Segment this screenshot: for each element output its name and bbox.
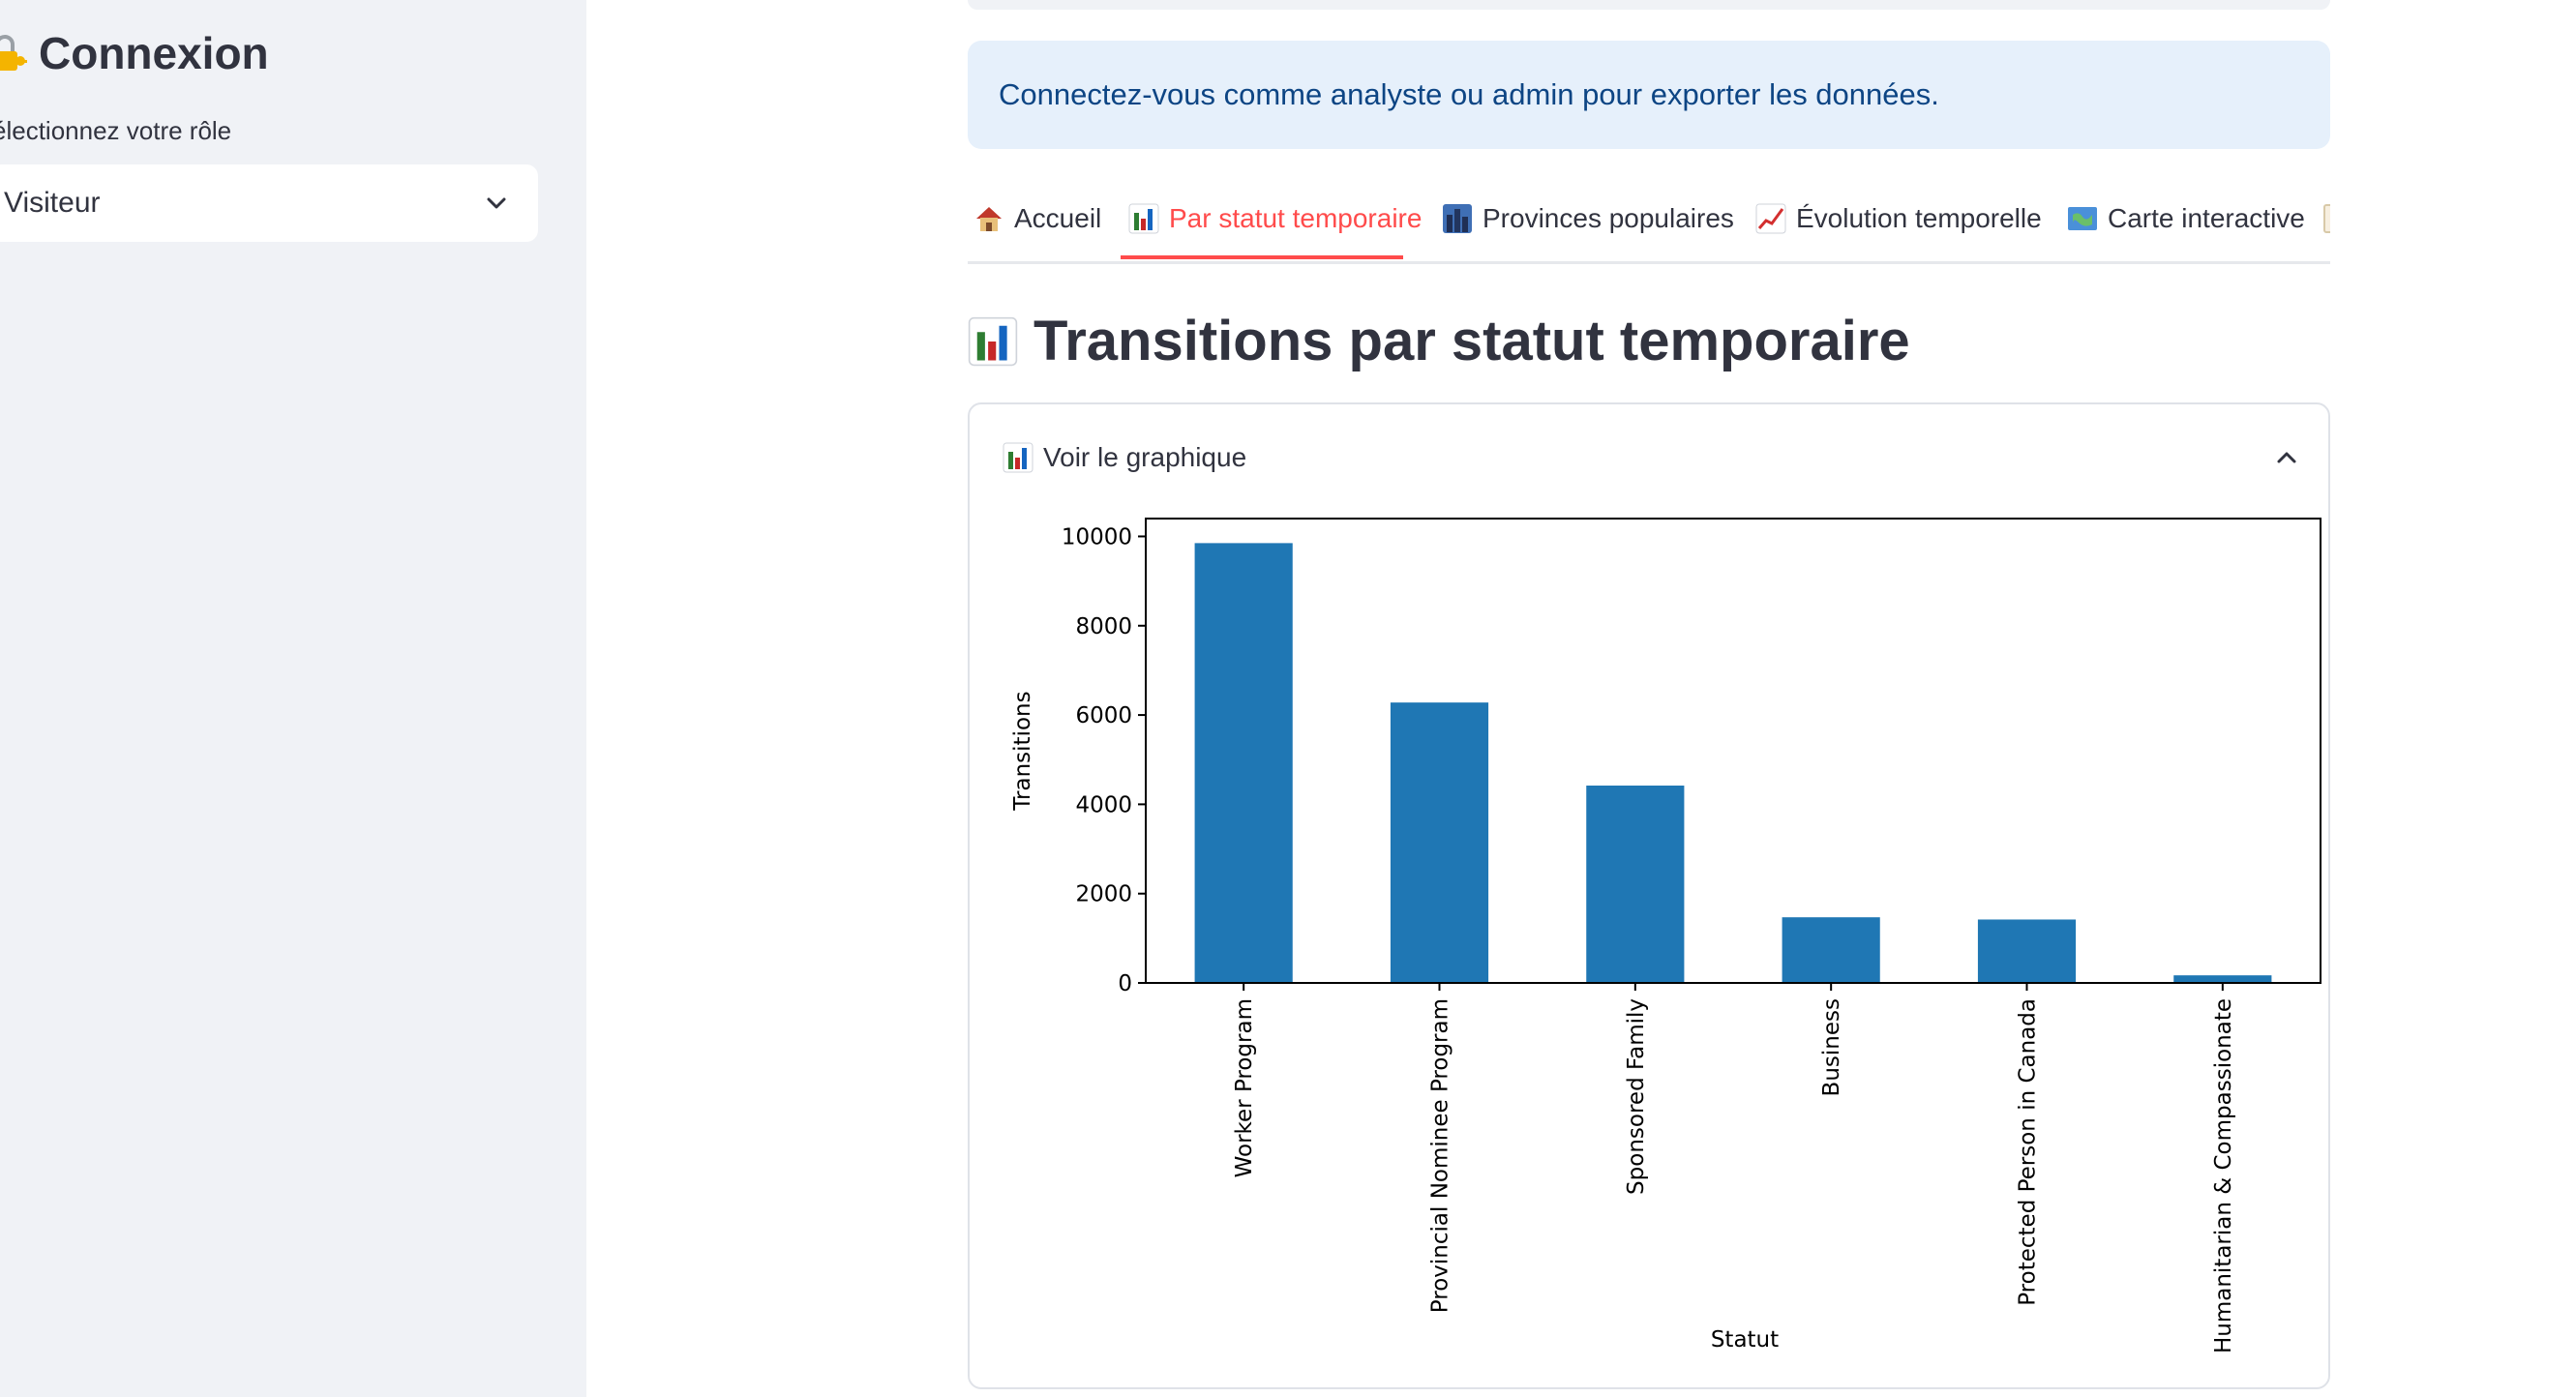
tab-par-statut-temporaire[interactable]: Par statut temporaire <box>1128 190 1422 248</box>
x-tick-label: Business <box>1819 998 1844 1096</box>
tab-label: Provinces populaires <box>1483 203 1734 233</box>
tab-label: Accueil <box>1014 203 1102 233</box>
x-tick-label: Provincial Nominee Program <box>1428 998 1453 1313</box>
expander-header[interactable]: Voir le graphique <box>1003 433 2299 482</box>
y-tick-label: 6000 <box>1075 703 1132 728</box>
x-tick-label: Protected Person in Canada <box>2016 998 2041 1306</box>
sidebar-title: Connexion <box>0 21 269 85</box>
info-alert: Connectez-vous comme analyste ou admin p… <box>968 41 2330 149</box>
chart-bar <box>1977 919 2077 983</box>
role-select-value: Visiteur <box>4 187 101 219</box>
chart-bar <box>1194 543 1293 983</box>
tab-accueil[interactable]: Accueil <box>973 190 1101 248</box>
chevron-down-icon <box>484 191 509 216</box>
chart-bar <box>1782 917 1880 983</box>
bar-chart-icon <box>1128 203 1159 234</box>
tab-evolution-temporelle[interactable]: Évolution temporelle <box>1755 190 2042 248</box>
chart-bar <box>1586 786 1685 983</box>
map-icon <box>2067 203 2098 234</box>
y-tick-label: 0 <box>1118 971 1132 996</box>
tab-carte-interactive[interactable]: Carte interactive <box>2067 190 2305 248</box>
chart-bar <box>1390 702 1489 983</box>
active-tab-indicator <box>1121 255 1403 259</box>
y-axis-label: Transitions <box>1010 691 1035 811</box>
expander-label: Voir le graphique <box>1043 442 1247 472</box>
bar-chart: 0 2000 4000 6000 8000 10000 Worker Program Prov… <box>1010 518 2321 1353</box>
tab-bar: Accueil Par statut temporaire Provinces … <box>968 190 2330 264</box>
section-title: Transitions par statut temporaire <box>968 302 1910 379</box>
y-tick-label: 4000 <box>1075 792 1132 817</box>
tab-label: Évolution temporelle <box>1796 203 2042 233</box>
y-tick-label: 10000 <box>1062 524 1132 550</box>
x-tick-label: Worker Program <box>1232 998 1257 1177</box>
chart-increasing-icon <box>1755 203 1786 234</box>
role-select-label: électionnez votre rôle <box>0 116 232 145</box>
chevron-up-icon[interactable] <box>2274 445 2299 470</box>
lock-with-key-icon <box>0 32 29 74</box>
y-tick-label: 2000 <box>1075 882 1132 907</box>
info-alert-text: Connectez-vous comme analyste ou admin p… <box>999 77 1939 111</box>
x-axis-label: Statut <box>1711 1327 1779 1352</box>
tab-label: Par statut temporaire <box>1169 203 1423 233</box>
chart-bar <box>2173 975 2272 983</box>
bar-chart-icon <box>1003 442 1033 473</box>
x-tick-label: Humanitarian & Compassionate <box>2211 998 2236 1353</box>
y-tick-label: 8000 <box>1075 614 1132 639</box>
tab-label: Carte interactive <box>2108 203 2305 233</box>
chart-expander: Voir le graphique 0 2000 4000 6000 8000 10000… <box>968 402 2330 1389</box>
bar-chart-icon <box>968 315 1018 367</box>
house-icon <box>973 203 1004 234</box>
sidebar-title-text: Connexion <box>39 28 269 78</box>
document-icon <box>2322 203 2330 234</box>
tab-overflow-partial[interactable] <box>2322 190 2330 248</box>
role-select[interactable]: Visiteur <box>0 164 538 242</box>
chart-frame <box>1145 518 2321 984</box>
section-title-text: Transitions par statut temporaire <box>1033 309 1910 372</box>
tab-provinces-populaires[interactable]: Provinces populaires <box>1442 190 1734 248</box>
x-tick-label: Sponsored Family <box>1624 998 1649 1195</box>
previous-block-edge <box>968 0 2330 10</box>
sidebar: Connexion électionnez votre rôle Visiteu… <box>0 0 586 1397</box>
cityscape-icon <box>1442 203 1473 234</box>
